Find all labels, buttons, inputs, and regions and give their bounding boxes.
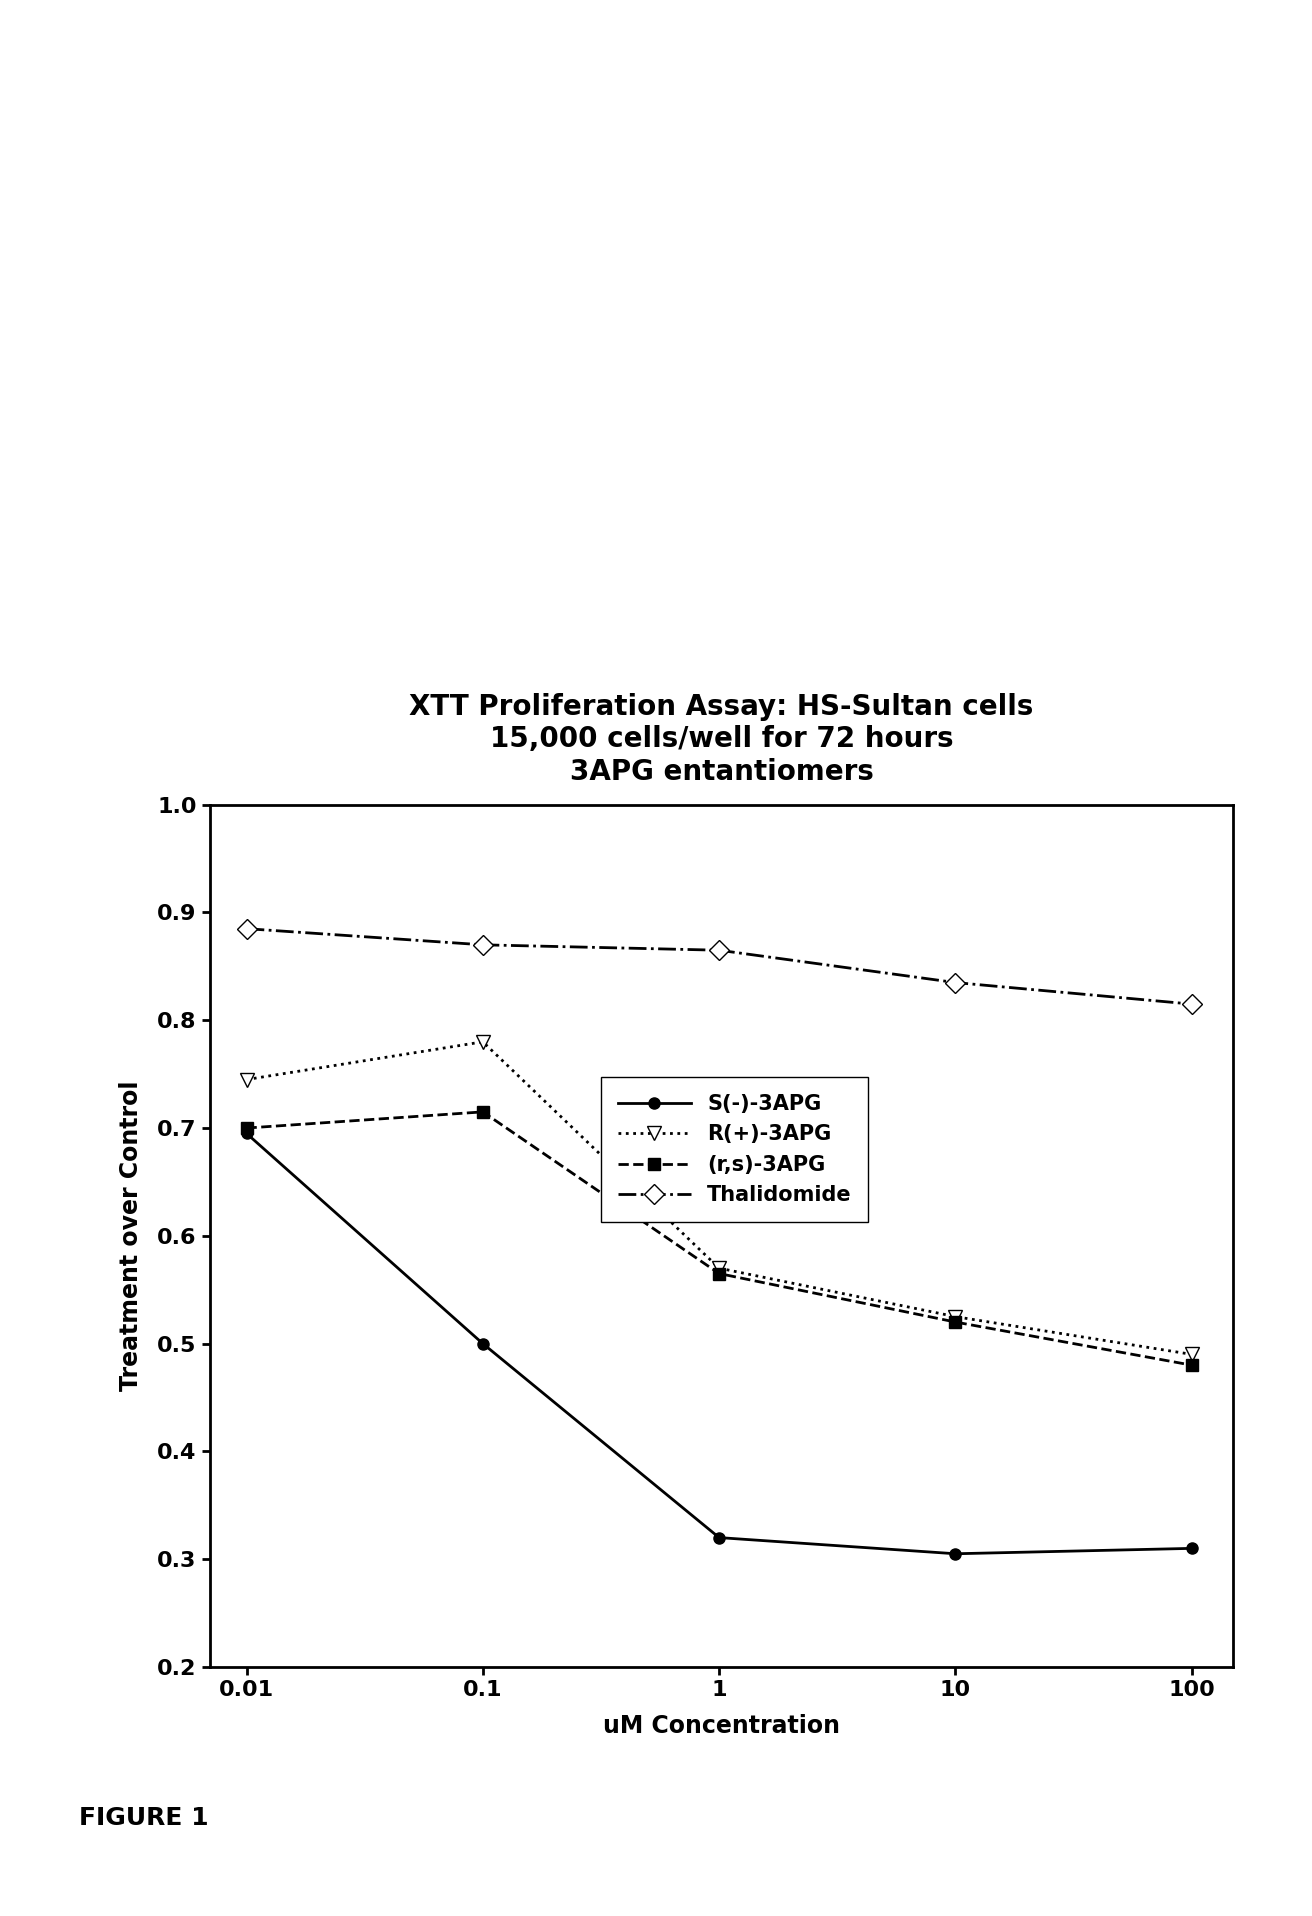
R(+)-3APG: [239, 1067, 255, 1090]
Title: XTT Proliferation Assay: HS-Sultan cells
15,000 cells/well for 72 hours
3APG ent: XTT Proliferation Assay: HS-Sultan cells…: [409, 694, 1034, 786]
R(+)-3APG: [711, 1257, 727, 1280]
Line: R(+)-3APG: R(+)-3APG: [240, 1035, 1199, 1360]
(r,s)-3APG: [947, 1311, 963, 1334]
Thalidomide: [711, 939, 727, 962]
Text: FIGURE 1: FIGURE 1: [79, 1805, 209, 1830]
Thalidomide: [1183, 992, 1199, 1015]
S(-)-3APG: [239, 1123, 255, 1146]
Line: S(-)-3APG: S(-)-3APG: [241, 1129, 1198, 1560]
R(+)-3APG: [947, 1305, 963, 1328]
Legend: S(-)-3APG, R(+)-3APG, (r,s)-3APG, Thalidomide: S(-)-3APG, R(+)-3APG, (r,s)-3APG, Thalid…: [601, 1077, 869, 1222]
(r,s)-3APG: [711, 1263, 727, 1286]
(r,s)-3APG: [1183, 1355, 1199, 1378]
Line: (r,s)-3APG: (r,s)-3APG: [241, 1106, 1198, 1370]
X-axis label: uM Concentration: uM Concentration: [604, 1715, 840, 1738]
S(-)-3APG: [1183, 1537, 1199, 1560]
Thalidomide: [947, 971, 963, 994]
S(-)-3APG: [475, 1332, 491, 1355]
Line: Thalidomide: Thalidomide: [240, 922, 1199, 1012]
Thalidomide: [475, 933, 491, 956]
S(-)-3APG: [947, 1542, 963, 1565]
Thalidomide: [239, 918, 255, 941]
Y-axis label: Treatment over Control: Treatment over Control: [119, 1081, 143, 1391]
R(+)-3APG: [1183, 1343, 1199, 1366]
R(+)-3APG: [475, 1031, 491, 1054]
(r,s)-3APG: [475, 1100, 491, 1123]
S(-)-3APG: [711, 1525, 727, 1548]
(r,s)-3APG: [239, 1117, 255, 1140]
